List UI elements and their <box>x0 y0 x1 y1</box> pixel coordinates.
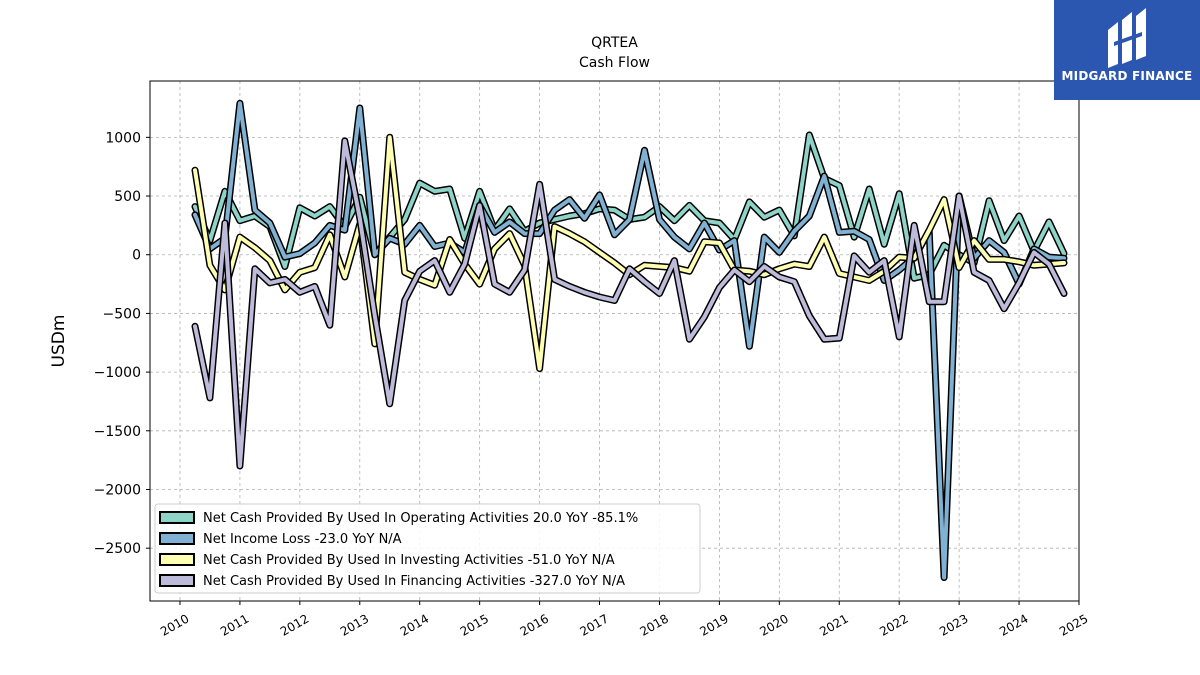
chart-title: QRTEA <box>591 35 638 51</box>
x-tick-label: 2021 <box>817 611 850 638</box>
brand-logo: MIDGARD FINANCE <box>1054 0 1200 100</box>
legend-label: Net Income Loss -23.0 YoY N/A <box>203 532 402 547</box>
y-axis: 1000 500 0 −500 −1000 −1500 −2000 −2500 <box>94 130 150 557</box>
x-tick-label: 2010 <box>158 611 191 638</box>
x-tick-label: 2025 <box>1057 611 1090 638</box>
series-3 <box>191 137 1068 470</box>
y-tick-label: 0 <box>132 248 141 264</box>
legend-swatch <box>159 532 195 545</box>
x-tick-label: 2012 <box>278 611 311 638</box>
y-tick-label: −1500 <box>94 424 141 440</box>
y-tick-label: −500 <box>103 306 141 322</box>
legend-swatch <box>159 511 195 524</box>
chart-subtitle: Cash Flow <box>579 55 650 71</box>
legend-swatch <box>159 553 195 566</box>
x-tick-label: 2016 <box>518 611 551 638</box>
y-tick-label: −2500 <box>94 541 141 557</box>
series-lines <box>191 99 1068 581</box>
legend-box <box>154 503 701 594</box>
x-tick-label: 2014 <box>398 611 431 638</box>
series-line <box>193 138 1066 468</box>
y-tick-label: −2000 <box>94 482 141 498</box>
x-tick-label: 2020 <box>757 611 790 638</box>
y-tick-label: −1000 <box>94 365 141 381</box>
legend: Net Cash Provided By Used In Operating A… <box>154 503 701 594</box>
x-tick-label: 2024 <box>997 611 1030 638</box>
x-axis: 2010 2011 2012 2013 2014 2015 2016 2017 2018 2019… <box>158 601 1091 639</box>
y-tick-label: 1000 <box>105 130 141 146</box>
y-axis-label: USDm <box>49 315 69 368</box>
x-tick-label: 2013 <box>338 611 371 638</box>
plot-area-frame <box>149 80 1080 602</box>
legend-label: Net Cash Provided By Used In Investing A… <box>203 553 615 568</box>
brand-mark-icon <box>1108 8 1146 68</box>
x-tick-label: 2022 <box>877 611 910 638</box>
x-tick-label: 2019 <box>697 611 730 638</box>
legend-swatch <box>159 574 195 587</box>
x-tick-label: 2015 <box>458 611 491 638</box>
legend-label: Net Cash Provided By Used In Financing A… <box>203 574 625 589</box>
brand-name: MIDGARD FINANCE <box>1061 69 1193 83</box>
x-tick-label: 2018 <box>637 611 670 638</box>
y-tick-label: 500 <box>114 189 141 205</box>
x-tick-label: 2011 <box>218 611 251 638</box>
x-tick-label: 2017 <box>578 611 611 638</box>
legend-label: Net Cash Provided By Used In Operating A… <box>203 511 638 526</box>
x-tick-label: 2023 <box>937 611 970 638</box>
